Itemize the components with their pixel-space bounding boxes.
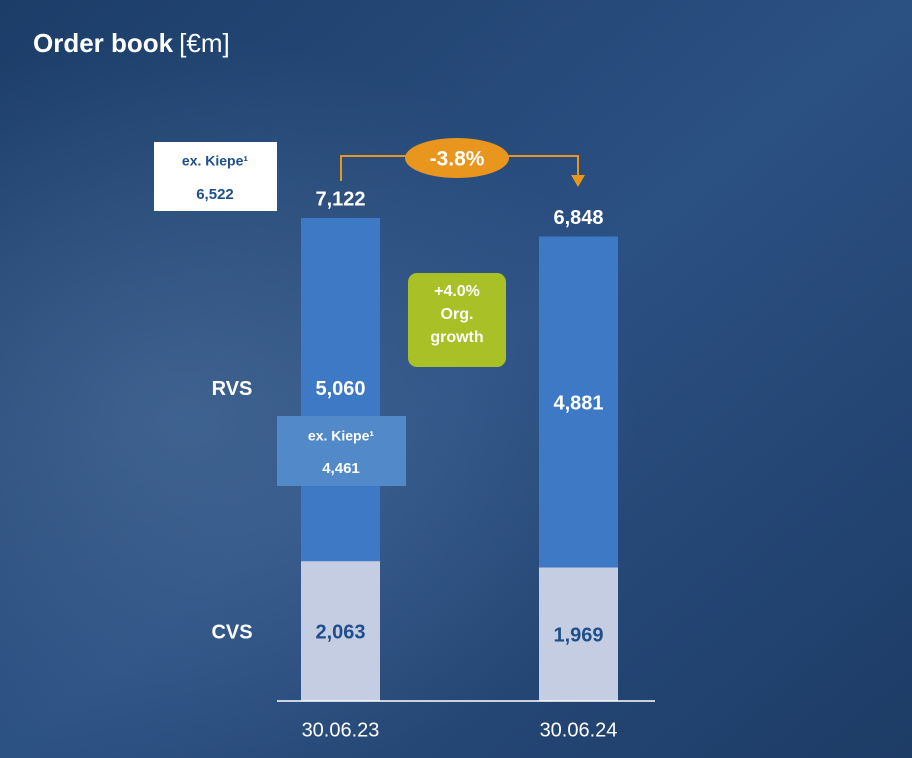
series-name: CVS [211, 621, 252, 643]
segment-label: 1,969 [553, 625, 603, 647]
segment-label: 4,881 [553, 392, 603, 414]
kiepe-rvs-value: 4,461 [322, 460, 360, 477]
bar-segment [301, 218, 380, 562]
kiepe-total-value: 6,522 [196, 186, 234, 203]
bar-segment [539, 567, 618, 701]
segment-label: 5,060 [315, 378, 365, 400]
category-label: 30.06.24 [540, 719, 618, 741]
growth-label: +4.0% [434, 283, 480, 300]
change-arrow [571, 175, 585, 187]
kiepe-total-box [154, 142, 277, 211]
growth-box [408, 273, 506, 367]
series-name: RVS [212, 378, 253, 400]
bar-segment [539, 236, 618, 568]
kiepe-rvs-box [277, 416, 406, 486]
total-label: 6,848 [553, 207, 603, 229]
unit-text: [€m] [179, 28, 230, 58]
kiepe-rvs-label: ex. Kiepe¹ [308, 428, 374, 444]
growth-label: growth [430, 329, 483, 346]
title-text: Order book [33, 28, 174, 58]
change-bubble [405, 138, 509, 178]
change-label: -3.8% [430, 148, 485, 171]
total-label: 7,122 [315, 188, 365, 210]
kiepe-total-label: ex. Kiepe¹ [182, 153, 248, 169]
category-label: 30.06.23 [302, 719, 380, 741]
growth-label: Org. [441, 306, 474, 323]
chart-title: Order book [€m] [33, 28, 230, 58]
segment-label: 2,063 [315, 621, 365, 643]
bar-segment [301, 561, 380, 701]
